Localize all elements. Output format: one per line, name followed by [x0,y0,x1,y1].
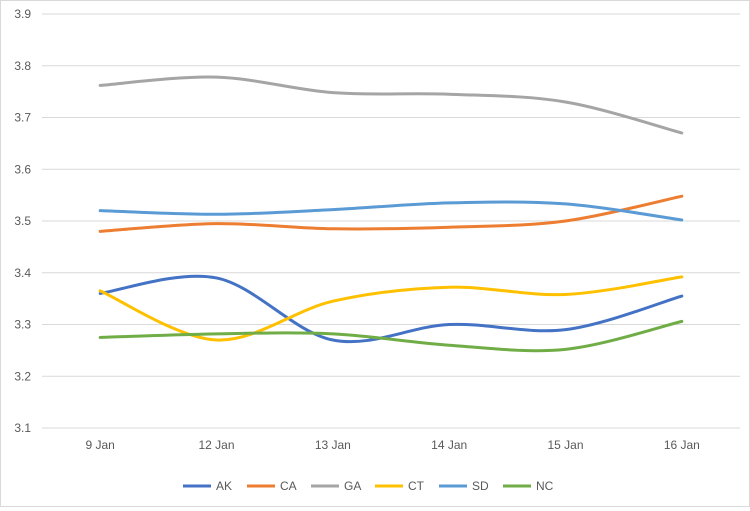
series-line-nc [98,319,684,353]
y-tick-label: 3.6 [14,162,31,176]
legend-label: SD [472,479,489,493]
y-tick-label: 3.5 [14,214,31,228]
y-tick-label: 3.9 [14,7,31,21]
x-tick-label: 13 Jan [315,438,351,452]
legend-item-ak: AK [183,479,232,493]
legend: AK CA GA CT SD NC [183,479,554,493]
legend-item-nc: NC [503,479,554,493]
x-tick-label: 15 Jan [547,438,583,452]
y-tick-label: 3.1 [14,421,31,435]
legend-item-sd: SD [439,479,489,493]
legend-label: GA [344,479,361,493]
series-line-ct [98,275,684,342]
series-line-ca [98,194,684,233]
y-tick-label: 3.4 [14,266,31,280]
series-lines [98,75,684,353]
legend-item-ct: CT [375,479,425,493]
legend-label: CT [408,479,425,493]
legend-label: NC [536,479,554,493]
y-tick-label: 3.3 [14,318,31,332]
series-line-ak [98,274,684,344]
series-line-sd [98,200,684,222]
y-tick-label: 3.7 [14,111,31,125]
y-tick-label: 3.2 [14,369,31,383]
legend-item-ca: CA [247,479,297,493]
x-axis-tick-labels: 9 Jan 12 Jan 13 Jan 14 Jan 15 Jan 16 Jan [85,438,699,452]
y-tick-label: 3.8 [14,59,31,73]
x-tick-label: 16 Jan [664,438,700,452]
x-tick-label: 14 Jan [431,438,467,452]
x-tick-label: 9 Jan [85,438,114,452]
series-line-ga [98,75,684,135]
gridlines [42,13,740,429]
legend-label: AK [216,479,232,493]
legend-item-ga: GA [311,479,361,493]
x-tick-label: 12 Jan [198,438,234,452]
legend-label: CA [280,479,297,493]
y-axis-tick-labels: 3.1 3.2 3.3 3.4 3.5 3.6 3.7 3.8 3.9 [14,7,31,435]
